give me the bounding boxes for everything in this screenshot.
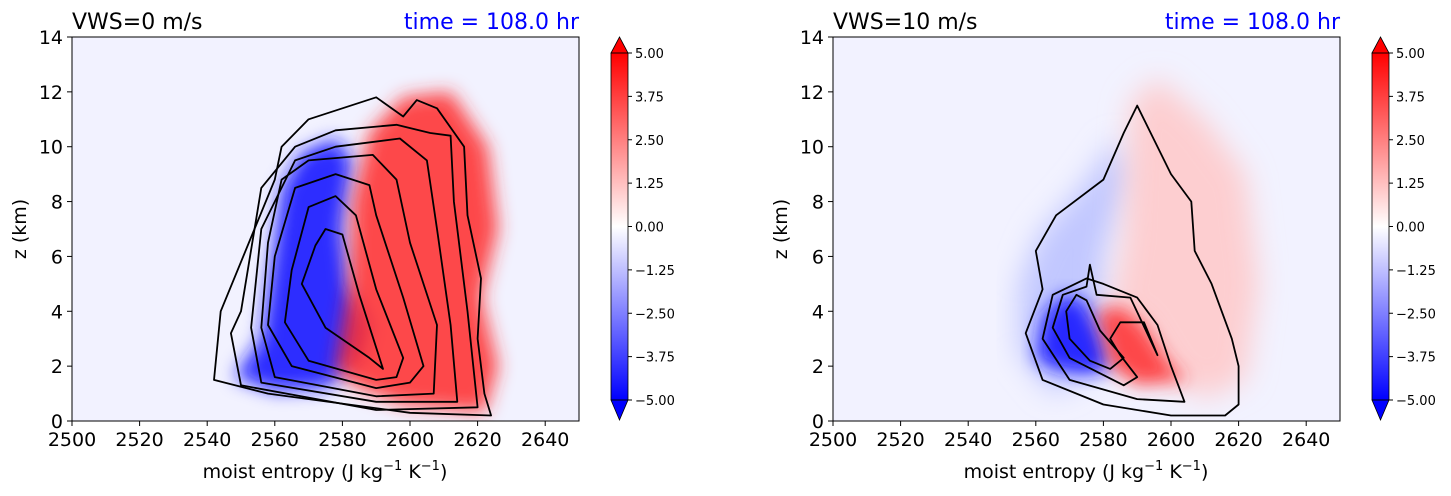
y-tick-label: 10 xyxy=(39,137,63,159)
x-tick-label: 2540 xyxy=(944,429,992,451)
y-tick-label: 6 xyxy=(812,246,824,268)
contour-line xyxy=(283,195,405,381)
colorbar-tick-label: 2.50 xyxy=(635,134,664,149)
colorbar-tick-label: 3.75 xyxy=(635,90,664,105)
light-red-region xyxy=(1110,78,1259,400)
y-tick-label: 4 xyxy=(51,301,63,323)
colorbar: −5.00 −3.75 −2.50 −1.25 0.00 1.25 2.50 3.75 5.00 xyxy=(1371,36,1436,422)
panel-title-left: VWS=10 m/s xyxy=(833,10,978,35)
contour-layer xyxy=(1024,104,1240,417)
shading-layer xyxy=(234,91,498,413)
colorbar: −5.00 −3.75 −2.50 −1.25 0.00 1.25 2.50 3.75 5.00 xyxy=(610,36,675,422)
x-tick-label: 2540 xyxy=(183,429,231,451)
colorbar-tick-label: −1.25 xyxy=(635,264,675,279)
contour-line xyxy=(1065,293,1125,370)
colorbar-tick-label: −2.50 xyxy=(635,307,675,322)
y-tick-label: 12 xyxy=(800,82,824,104)
y-tick-label: 6 xyxy=(51,246,63,268)
colorbar-tick-label: −1.25 xyxy=(1396,264,1436,279)
panel-title-time: time = 108.0 hr xyxy=(404,10,580,35)
contour-layer xyxy=(213,96,493,417)
y-ticks: 0 2 4 6 8 10 12 14 xyxy=(800,27,833,433)
x-tick-label: 2520 xyxy=(115,429,163,451)
shading-layer xyxy=(1018,78,1259,400)
panel-vws10: 2500 2520 2540 2560 2580 2600 2620 2640 0 2 4 6 8 10… xyxy=(770,10,1436,483)
red-region xyxy=(335,91,498,413)
y-tick-label: 0 xyxy=(812,411,824,433)
x-tick-label: 2520 xyxy=(876,429,924,451)
x-tick-label: 2600 xyxy=(1147,429,1195,451)
contour-line xyxy=(1041,277,1186,403)
x-tick-label: 2560 xyxy=(1012,429,1060,451)
colorbar-tick-label: 0.00 xyxy=(635,221,664,236)
blue-region xyxy=(1035,294,1111,375)
colorbar-gradient xyxy=(1372,53,1389,400)
colorbar-extend-max xyxy=(610,36,629,54)
y-tick-label: 2 xyxy=(812,356,824,378)
colorbar-extend-max xyxy=(1371,36,1390,54)
colorbar-tick-label: −5.00 xyxy=(635,394,675,409)
x-tick-label: 2640 xyxy=(1282,429,1330,451)
colorbar-tick-label: −2.50 xyxy=(1396,307,1436,322)
y-tick-label: 0 xyxy=(51,411,63,433)
colorbar-tick-label: 3.75 xyxy=(1396,90,1425,105)
contour-line xyxy=(229,123,479,411)
contour-line xyxy=(213,96,493,417)
y-tick-label: 14 xyxy=(800,27,824,49)
colorbar-tick-label: 1.25 xyxy=(1396,177,1425,192)
panel-vws0: 2500 2520 2540 2560 2580 2600 2620 2640 0 2 4 6 8 10… xyxy=(9,10,675,483)
x-tick-label: 2620 xyxy=(1214,429,1262,451)
colorbar-extend-min xyxy=(610,399,629,422)
colorbar-gradient xyxy=(611,53,628,400)
y-axis-label: z (km) xyxy=(9,199,31,259)
colorbar-tick-label: 5.00 xyxy=(1396,47,1425,62)
x-tick-label: 2600 xyxy=(386,429,434,451)
x-tick-label: 2580 xyxy=(318,429,366,451)
x-ticks: 2500 2520 2540 2560 2580 2600 2620 2640 xyxy=(809,421,1330,451)
contour-line xyxy=(250,137,459,403)
y-tick-label: 14 xyxy=(39,27,63,49)
red-region xyxy=(1096,305,1188,386)
x-tick-label: 2500 xyxy=(809,429,857,451)
colorbar-tick-label: −3.75 xyxy=(1396,351,1436,366)
colorbar-tick-label: 2.50 xyxy=(1396,134,1425,149)
contour-line xyxy=(1024,104,1240,417)
y-tick-label: 8 xyxy=(812,192,824,214)
colorbar-tick-label: 1.25 xyxy=(635,177,664,192)
y-axis-label: z (km) xyxy=(770,199,792,259)
contour-line xyxy=(1051,263,1159,387)
x-tick-label: 2640 xyxy=(521,429,569,451)
x-ticks: 2500 2520 2540 2560 2580 2600 2620 2640 xyxy=(48,421,569,451)
contour-line xyxy=(300,228,384,370)
colorbar-tick-label: 0.00 xyxy=(1396,221,1425,236)
contour-line xyxy=(267,173,425,390)
panel-title-time: time = 108.0 hr xyxy=(1165,10,1341,35)
x-tick-label: 2580 xyxy=(1079,429,1127,451)
colorbar-ticks: −5.00 −3.75 −2.50 −1.25 0.00 1.25 2.50 3.75 5.00 xyxy=(628,47,675,409)
y-tick-label: 12 xyxy=(39,82,63,104)
x-tick-label: 2620 xyxy=(453,429,501,451)
colorbar-ticks: −5.00 −3.75 −2.50 −1.25 0.00 1.25 2.50 3.75 5.00 xyxy=(1389,47,1436,409)
y-tick-label: 2 xyxy=(51,356,63,378)
y-tick-label: 10 xyxy=(800,137,824,159)
plot-frame xyxy=(71,36,580,422)
contour-line xyxy=(260,153,438,398)
colorbar-tick-label: −3.75 xyxy=(635,351,675,366)
blue-region xyxy=(234,138,370,391)
plot-frame xyxy=(832,36,1341,422)
panel-title-left: VWS=0 m/s xyxy=(72,10,203,35)
y-ticks: 0 2 4 6 8 10 12 14 xyxy=(39,27,72,433)
colorbar-tick-label: 5.00 xyxy=(635,47,664,62)
colorbar-extend-min xyxy=(1371,399,1390,422)
y-tick-label: 8 xyxy=(51,192,63,214)
x-tick-label: 2500 xyxy=(48,429,96,451)
x-axis-label: moist entropy (J kg−1 K−1) xyxy=(203,459,448,483)
x-tick-label: 2560 xyxy=(251,429,299,451)
y-tick-label: 4 xyxy=(812,301,824,323)
x-axis-label: moist entropy (J kg−1 K−1) xyxy=(964,459,1209,483)
colorbar-tick-label: −5.00 xyxy=(1396,394,1436,409)
